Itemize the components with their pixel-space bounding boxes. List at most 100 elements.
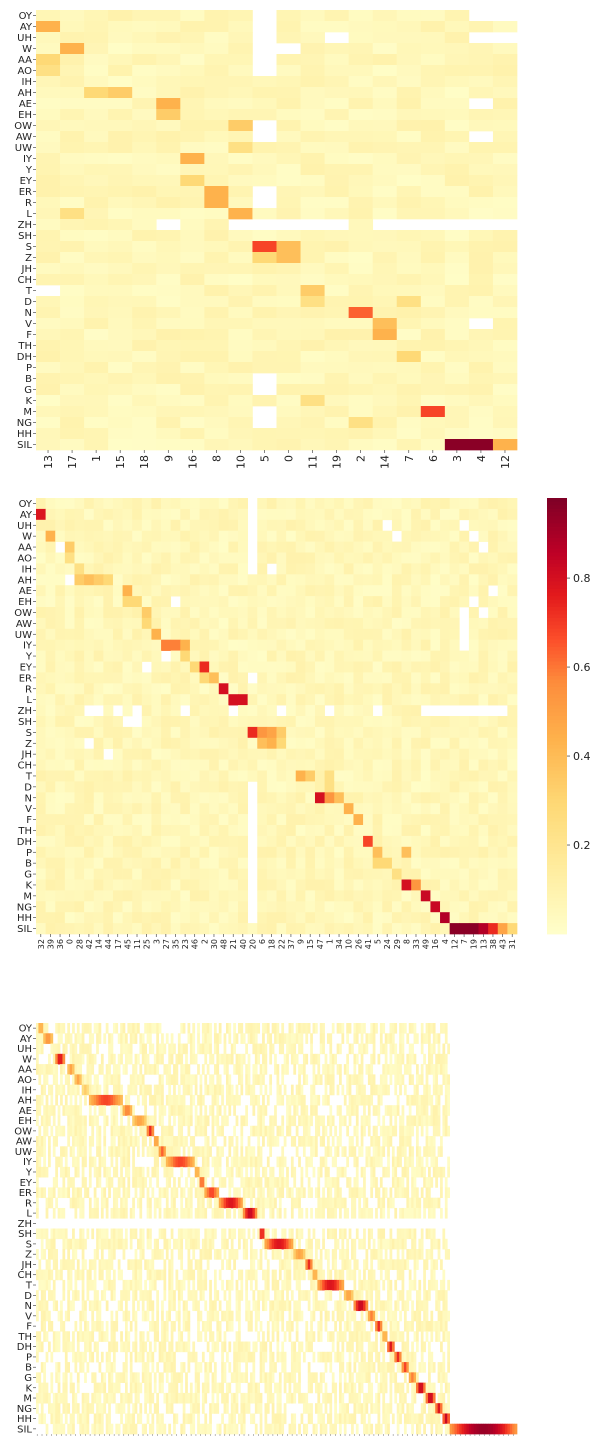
heatmap1-cell [372,362,398,374]
heatmap3-cell [221,1084,224,1096]
heatmap2-cell [324,541,335,553]
heatmap2-cell [36,737,46,750]
heatmap2-cell [257,628,268,641]
heatmap3-cell [288,1033,292,1044]
heatmap2-cell [372,923,383,935]
heatmap3-cell [375,1146,378,1157]
heatmap2-xlabel: 14 [95,939,104,949]
heatmap2-cell [84,781,95,793]
heatmap2-ylabel: EH [18,597,32,608]
heatmap2-cell [507,716,518,728]
heatmap1-cell [444,428,470,440]
heatmap2-cell [478,825,489,837]
heatmap2-cell [401,901,412,913]
heatmap2-cell [286,792,297,804]
heatmap2-cell [122,901,133,913]
heatmap1-cell [156,340,181,352]
heatmap3-cell [408,1043,412,1055]
heatmap1-cell [204,285,229,297]
heatmap1-cell [252,395,277,407]
heatmap1-cell [372,439,398,451]
heatmap2-cell [189,639,200,651]
heatmap2-cell [488,639,499,651]
heatmap3-cell [115,1166,119,1178]
heatmap3-cell [324,1156,328,1168]
heatmap3-cell [221,1115,224,1127]
heatmap1-cell [396,54,422,66]
heatmap2-cell [363,814,374,826]
heatmap1-ylabel: K [25,396,32,407]
heatmap2-cell [170,498,181,510]
heatmap2-cell [382,901,393,913]
heatmap2-cell [93,857,104,869]
heatmap3-cell [437,1053,441,1065]
heatmap3-cell [165,1136,169,1147]
heatmap2-cell [440,541,451,553]
heatmap2-cell [189,835,200,848]
heatmap2-cell [420,890,431,902]
heatmap2-cell [228,628,239,641]
heatmap3-cell [247,1033,251,1044]
heatmap3-cell [425,1115,429,1127]
heatmap3-cell [55,1023,58,1034]
heatmap3-cell [351,1043,354,1055]
heatmap3-cell [358,1064,362,1075]
heatmap3-cell [62,1064,66,1075]
heatmap2-cell [276,563,287,575]
heatmap2-cell [36,530,46,542]
heatmap3-cell [266,1187,270,1199]
heatmap3-cell [250,1084,253,1096]
heatmap3-cell [264,1197,268,1209]
heatmap1-cell [36,131,61,143]
heatmap2-cell [238,541,248,553]
heatmap2-cell [112,596,123,608]
heatmap3-cell [201,1064,205,1075]
heatmap3-cell [165,1074,169,1086]
heatmap2-cell [353,814,364,826]
heatmap1-cell [252,351,277,363]
heatmap2-cell [507,803,518,815]
heatmap2-cell [238,716,248,728]
heatmap2-xlabel: 47 [316,939,325,949]
heatmap1-cell [156,230,181,242]
heatmap1-cell [204,230,229,242]
heatmap2-cell [84,530,95,542]
heatmap1-cell [60,395,85,407]
heatmap2-cell [401,639,412,651]
heatmap2-cell [247,759,258,771]
heatmap3-cell [327,1146,330,1157]
heatmap3-cell [346,1125,349,1137]
heatmap1-cell [276,76,301,88]
heatmap3-cell [360,1033,364,1044]
heatmap2-cell [353,846,364,859]
heatmap2-cell [93,574,104,586]
heatmap2-cell [161,498,172,510]
heatmap3-cell [88,1197,92,1209]
heatmap3-cell [254,1125,258,1137]
heatmap3-cell [67,1136,71,1147]
heatmap1-cell [36,373,61,385]
heatmap3-cell [218,1156,222,1168]
heatmap2-cell [180,726,191,739]
heatmap2-cell [507,901,518,913]
heatmap1-cell [348,274,374,286]
heatmap2-cell [507,737,518,750]
heatmap2-cell [324,770,335,782]
heatmap3-cell [139,1074,143,1086]
heatmap3-cell [213,1023,217,1034]
heatmap1-cell [420,362,446,374]
heatmap2-cell [228,857,239,869]
heatmap1-cell [300,395,325,407]
heatmap3-cell [314,1023,318,1034]
heatmap2-cell [478,530,489,542]
heatmap3-cell [38,1166,42,1178]
heatmap2-cell [382,628,393,641]
heatmap2-cell [64,912,75,924]
heatmap3-cell [86,1053,90,1065]
heatmap3-cell [45,1115,49,1127]
heatmap2-cell [430,683,441,695]
heatmap2-cell [45,792,56,804]
heatmap2-cell [295,574,306,586]
heatmap2-cell [488,814,499,826]
heatmap2-cell [324,596,335,608]
